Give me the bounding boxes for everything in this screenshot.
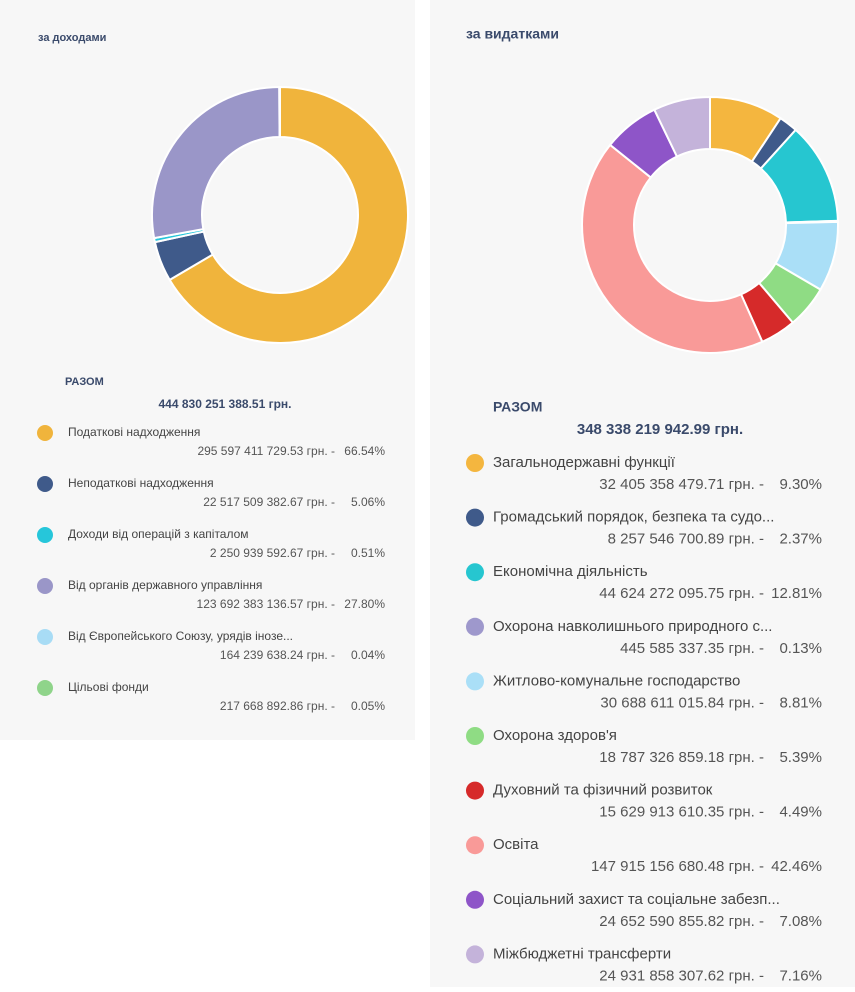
- percent-label: 8.81%: [779, 694, 822, 711]
- legend-label: Від органів державного управління: [68, 578, 262, 592]
- total-value: 444 830 251 388.51 грн.: [158, 397, 291, 411]
- legend-label: Духовний та фізичний розвиток: [493, 782, 713, 799]
- amount-label: 32 405 358 479.71 грн. -: [599, 476, 764, 493]
- percent-label: 42.46%: [771, 858, 822, 875]
- amount-label: 24 652 590 855.82 грн. -: [599, 913, 764, 930]
- chart-title: за доходами: [38, 32, 106, 44]
- legend-dot: [466, 454, 484, 472]
- legend-dot: [37, 680, 53, 696]
- total-label: РАЗОМ: [65, 376, 104, 388]
- amount-label: 18 787 326 859.18 грн. -: [599, 749, 764, 766]
- legend-dot: [466, 563, 484, 581]
- percent-label: 0.04%: [351, 648, 385, 662]
- legend-dot: [466, 891, 484, 909]
- legend-label: Охорона навколишнього природного с...: [493, 618, 772, 635]
- legend-dot: [466, 782, 484, 800]
- amount-label: 445 585 337.35 грн. -: [620, 640, 764, 657]
- total-label: РАЗОМ: [493, 399, 542, 415]
- percent-label: 12.81%: [771, 585, 822, 602]
- amount-label: 24 931 858 307.62 грн. -: [599, 967, 764, 984]
- legend-label: Міжбюджетні трансферти: [493, 945, 671, 962]
- legend-dot: [466, 618, 484, 636]
- percent-label: 2.37%: [779, 531, 822, 548]
- legend-label: Економічна діяльність: [493, 563, 648, 580]
- legend-dot: [466, 945, 484, 963]
- legend-dot: [37, 629, 53, 645]
- total-value: 348 338 219 942.99 грн.: [577, 421, 743, 438]
- amount-label: 217 668 892.86 грн. -: [220, 699, 335, 713]
- legend-label: Неподаткові надходження: [68, 476, 214, 490]
- amount-label: 164 239 638.24 грн. -: [220, 648, 335, 662]
- percent-label: 27.80%: [344, 597, 385, 611]
- percent-label: 7.16%: [779, 967, 822, 984]
- legend-dot: [37, 578, 53, 594]
- legend-label: Освіта: [493, 836, 539, 853]
- amount-label: 8 257 546 700.89 грн. -: [608, 531, 764, 548]
- legend-dot: [37, 425, 53, 441]
- amount-label: 22 517 509 382.67 грн. -: [203, 495, 335, 509]
- amount-label: 15 629 913 610.35 грн. -: [599, 804, 764, 821]
- percent-label: 4.49%: [779, 804, 822, 821]
- legend-label: Доходи від операцій з капіталом: [68, 527, 249, 541]
- percent-label: 9.30%: [779, 476, 822, 493]
- amount-label: 30 688 611 015.84 грн. -: [600, 694, 764, 711]
- legend-dot: [466, 672, 484, 690]
- legend-dot: [466, 727, 484, 745]
- percent-label: 7.08%: [779, 913, 822, 930]
- legend-dot: [466, 509, 484, 527]
- chart-title: за видатками: [466, 26, 559, 42]
- legend-label: Громадський порядок, безпека та судо...: [493, 509, 774, 526]
- percent-label: 0.51%: [351, 546, 385, 560]
- amount-label: 2 250 939 592.67 грн. -: [210, 546, 335, 560]
- percent-label: 0.05%: [351, 699, 385, 713]
- percent-label: 5.06%: [351, 495, 385, 509]
- legend-dot: [37, 476, 53, 492]
- legend-dot: [466, 836, 484, 854]
- percent-label: 5.39%: [779, 749, 822, 766]
- legend-label: Цільові фонди: [68, 680, 149, 694]
- legend-label: Житлово-комунальне господарство: [493, 672, 740, 689]
- percent-label: 66.54%: [344, 444, 385, 458]
- legend-label: Від Європейського Союзу, урядів інозе...: [68, 629, 293, 643]
- amount-label: 123 692 383 136.57 грн. -: [197, 597, 335, 611]
- legend-label: Загальнодержавні функції: [493, 454, 676, 471]
- percent-label: 0.13%: [779, 640, 822, 657]
- legend-label: Податкові надходження: [68, 425, 200, 439]
- legend-label: Охорона здоров'я: [493, 727, 617, 744]
- amount-label: 147 915 156 680.48 грн. -: [591, 858, 764, 875]
- legend-dot: [37, 527, 53, 543]
- amount-label: 44 624 272 095.75 грн. -: [599, 585, 764, 602]
- legend-label: Соціальний захист та соціальне забезп...: [493, 891, 780, 908]
- amount-label: 295 597 411 729.53 грн. -: [197, 444, 335, 458]
